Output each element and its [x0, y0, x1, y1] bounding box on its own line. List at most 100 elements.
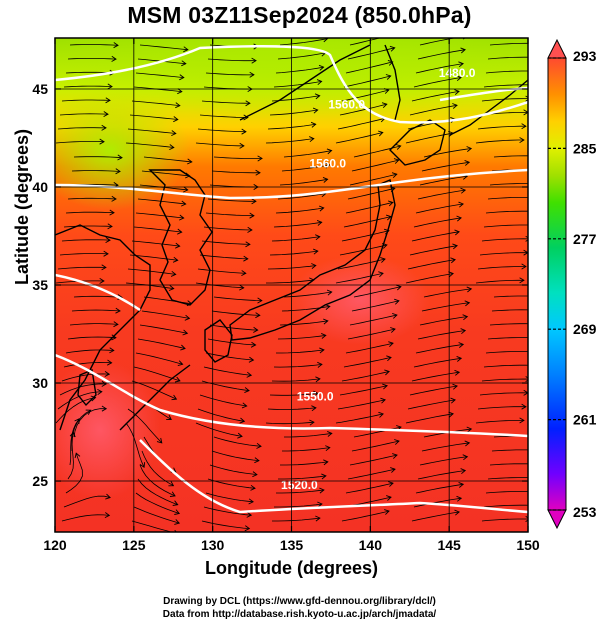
- streamline: [141, 450, 174, 487]
- streamline-arrowhead: [534, 321, 538, 326]
- colorbar-tick-label: 293: [573, 48, 597, 64]
- streamline: [413, 497, 462, 508]
- streamline-arrowhead: [74, 418, 80, 424]
- streamline: [411, 511, 460, 522]
- streamline: [275, 66, 324, 74]
- streamline: [481, 98, 528, 102]
- streamline-arrowhead: [452, 243, 458, 250]
- streamline-arrowhead: [253, 326, 259, 333]
- streamline: [411, 91, 460, 102]
- streamline: [127, 128, 176, 134]
- streamline-arrowhead: [101, 380, 107, 387]
- streamline: [69, 418, 80, 466]
- streamline: [353, 286, 401, 298]
- streamline-arrowhead: [309, 136, 315, 143]
- streamline: [477, 406, 526, 410]
- streamline: [272, 517, 320, 522]
- streamline-arrowhead: [378, 411, 384, 418]
- streamline: [407, 259, 456, 270]
- streamline: [197, 128, 246, 133]
- streamline-arrowhead: [255, 169, 261, 176]
- streamline: [415, 203, 464, 214]
- streamline: [485, 491, 528, 494]
- streamline-arrowhead: [313, 390, 319, 397]
- japan-honshu: [229, 179, 396, 341]
- streamline-arrowhead: [519, 137, 525, 143]
- streamline: [199, 114, 248, 118]
- streamline: [419, 456, 468, 466]
- axis-ticks: 120 125 130 135 140 145 150 25 30 35 40 45: [32, 38, 540, 553]
- streamline-arrowhead: [385, 214, 392, 221]
- streamline-arrowhead: [107, 223, 113, 230]
- streamline: [276, 349, 324, 354]
- streamline-arrowhead: [316, 219, 323, 226]
- streamline-arrowhead: [525, 235, 528, 242]
- x-tick-label: 125: [122, 537, 146, 553]
- streamline: [343, 75, 391, 88]
- streamline-arrowhead: [245, 241, 251, 248]
- streamline-arrowhead: [458, 201, 464, 208]
- streamline: [274, 503, 322, 508]
- streamline-arrowhead: [519, 277, 525, 284]
- streamline: [131, 380, 177, 400]
- streamline: [493, 155, 528, 158]
- streamline: [349, 173, 397, 186]
- streamline: [419, 175, 468, 186]
- streamline: [265, 421, 314, 425]
- streamline: [489, 183, 528, 186]
- streamline-arrowhead: [101, 264, 107, 271]
- streamline-arrowhead: [311, 405, 317, 412]
- streamline: [413, 77, 462, 88]
- streamline: [483, 84, 528, 88]
- streamline: [485, 70, 528, 74]
- streamline: [205, 352, 254, 361]
- streamline-arrowhead: [182, 329, 189, 336]
- streamline-arrowhead: [177, 228, 183, 235]
- streamline: [213, 296, 262, 301]
- streamline-arrowhead: [454, 369, 461, 376]
- streamline-arrowhead: [317, 361, 323, 368]
- streamline: [205, 492, 254, 503]
- streamline-arrowhead: [172, 256, 179, 263]
- streamline-arrowhead: [317, 501, 323, 508]
- streamline-arrowhead: [519, 417, 525, 424]
- x-tick-label: 145: [437, 537, 461, 553]
- streamline-arrowhead: [392, 32, 397, 37]
- streamline-arrowhead: [179, 74, 185, 81]
- streamline: [65, 349, 114, 354]
- streamline: [275, 207, 324, 214]
- streamline-arrowhead: [97, 389, 103, 395]
- streamline-arrowhead: [387, 59, 394, 66]
- streamline: [67, 58, 117, 60]
- streamline: [277, 335, 326, 340]
- streamline-arrowhead: [466, 286, 473, 293]
- streamline: [483, 504, 528, 508]
- streamline: [477, 125, 526, 130]
- streamline-arrowhead: [254, 457, 260, 464]
- streamline: [341, 371, 390, 382]
- streamline: [351, 159, 399, 172]
- streamline-arrowhead: [173, 116, 179, 123]
- streamline-arrowhead: [534, 41, 538, 46]
- streamline-arrowhead: [325, 445, 331, 452]
- streamline-arrowhead: [181, 60, 187, 67]
- colorbar-tick-label: 269: [573, 321, 597, 337]
- streamline-arrowhead: [113, 321, 119, 328]
- streamline-arrowhead: [315, 376, 321, 383]
- streamline-arrowhead: [251, 198, 257, 205]
- streamline: [131, 240, 180, 247]
- streamline-arrowhead: [456, 355, 463, 362]
- streamline: [269, 393, 318, 396]
- streamline: [481, 238, 528, 242]
- colorbar-top-arrow: [547, 38, 567, 59]
- streamline: [201, 520, 250, 529]
- streamline: [279, 38, 328, 46]
- streamline: [407, 399, 456, 410]
- y-tick-label: 40: [32, 179, 48, 195]
- streamline-arrowhead: [452, 103, 458, 109]
- streamline-arrowhead: [380, 397, 386, 404]
- y-tick-label: 35: [32, 277, 48, 293]
- streamline: [421, 302, 470, 312]
- streamline-arrowhead: [315, 234, 321, 241]
- streamline: [143, 156, 192, 163]
